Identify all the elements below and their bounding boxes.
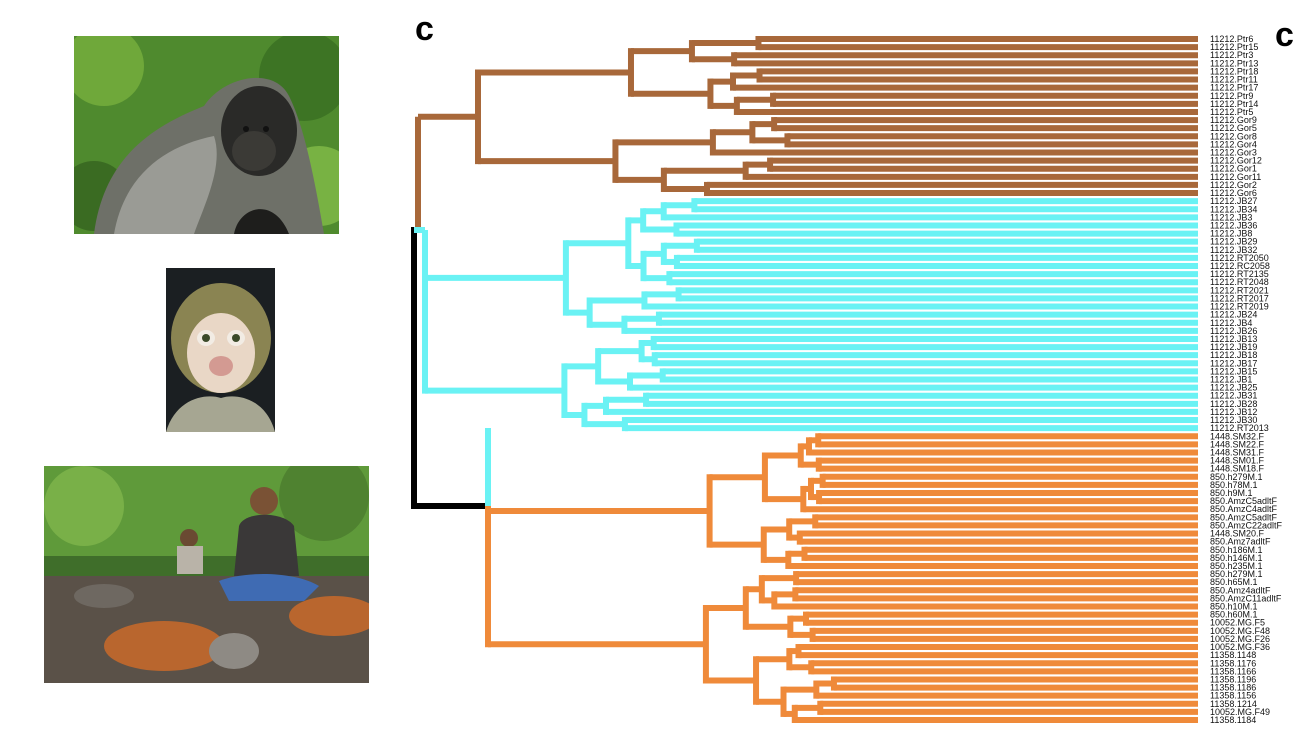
tip-label: 10052.MG.F48	[1210, 626, 1270, 636]
tip-label: 11212.JB3	[1210, 212, 1252, 222]
tip-label: 10052.MG.F49	[1210, 707, 1270, 717]
next-panel-label: c	[1275, 18, 1294, 52]
tip-label: 11212.Ptr14	[1210, 99, 1258, 109]
tip-label: 850.AmzC11adltF	[1210, 593, 1282, 603]
forest-people-photo	[44, 466, 369, 683]
tip-label: 850.h146M.1	[1210, 553, 1263, 563]
tip-label: 1448.SM32.F	[1210, 431, 1265, 441]
gorilla-photo	[74, 36, 339, 234]
tip-label: 850.h78M.1	[1210, 480, 1258, 490]
tip-label: 850.h279M.1	[1210, 569, 1263, 579]
tip-label: 11212.JB36	[1210, 220, 1257, 230]
tip-label: 11212.Gor8	[1210, 131, 1257, 141]
tip-label: 11212.Gor1	[1210, 164, 1257, 174]
tip-label: 11212.JB1	[1210, 375, 1252, 385]
tip-label: 11212.JB29	[1210, 237, 1257, 247]
tip-label: 11212.Gor2	[1210, 180, 1257, 190]
tip-label: 11358.1176	[1210, 658, 1256, 668]
tip-label: 11212.Ptr15	[1210, 42, 1258, 52]
tip-label: 850.AmzC4adltF	[1210, 504, 1278, 514]
tip-label: 11212.RT2048	[1210, 277, 1269, 287]
tip-label: 11212.JB4	[1210, 318, 1252, 328]
tip-label: 850.h9M.1	[1210, 488, 1253, 498]
tip-label: 850.h186M.1	[1210, 545, 1263, 555]
tip-label: 11212.RC2058	[1210, 261, 1270, 271]
tip-label: 11212.JB18	[1210, 350, 1257, 360]
tip-label: 10052.MG.F5	[1210, 618, 1265, 628]
tip-label: 11212.Gor6	[1210, 188, 1257, 198]
tip-label: 11358.1214	[1210, 699, 1257, 709]
tip-label: 850.h60M.1	[1210, 610, 1258, 620]
tip-label: 11358.1196	[1210, 674, 1256, 684]
tip-label: 11212.JB32	[1210, 245, 1257, 255]
tip-label: 10052.MG.F26	[1210, 634, 1270, 644]
tip-label: 11212.JB8	[1210, 229, 1252, 239]
tip-label: 1448.SM22.F	[1210, 439, 1265, 449]
tip-label: 850.Amz4adltF	[1210, 585, 1271, 595]
tip-label: 11212.RT2050	[1210, 253, 1269, 263]
tip-label: 850.h10M.1	[1210, 602, 1258, 612]
tip-label: 1448.SM01.F	[1210, 456, 1265, 466]
tip-label: 11212.Ptr3	[1210, 50, 1253, 60]
tip-label: 11212.Ptr5	[1210, 107, 1253, 117]
tip-label: 850.h235M.1	[1210, 561, 1263, 571]
tip-label: 11212.JB17	[1210, 358, 1257, 368]
macaque-photo	[166, 268, 275, 432]
tip-label: 11212.RT2017	[1210, 293, 1269, 303]
tip-label: 11358.1186	[1210, 683, 1256, 693]
tip-label: 11212.JB26	[1210, 326, 1257, 336]
tip-label: 11212.JB28	[1210, 399, 1257, 409]
tip-label: 11212.RT2019	[1210, 302, 1269, 312]
tip-label: 11212.JB12	[1210, 407, 1257, 417]
tip-label: 11358.1156	[1210, 691, 1256, 701]
tip-label: 11212.Gor3	[1210, 148, 1257, 158]
tip-label: 11358.1166	[1210, 666, 1256, 676]
tip-label: 11212.RT2021	[1210, 285, 1269, 295]
tip-label: 850.AmzC5adltF	[1210, 512, 1278, 522]
panel-label: c	[415, 10, 434, 48]
tip-label: 11212.JB15	[1210, 366, 1257, 376]
tip-label: 11212.JB27	[1210, 196, 1257, 206]
tip-label: 11212.Ptr11	[1210, 75, 1258, 85]
tip-label: 11212.RT2135	[1210, 269, 1269, 279]
tip-label: 11212.JB34	[1210, 204, 1257, 214]
tip-label: 10052.MG.F36	[1210, 642, 1270, 652]
tip-label: 11212.Gor9	[1210, 115, 1257, 125]
tip-label: 11212.JB31	[1210, 391, 1257, 401]
tip-label: 1448.SM31.F	[1210, 447, 1265, 457]
tip-label: 850.h65M.1	[1210, 577, 1258, 587]
tip-label: 11358.1184	[1210, 715, 1256, 725]
tip-label: 11212.Gor11	[1210, 172, 1261, 182]
tip-label: 850.AmzC22adltF	[1210, 520, 1283, 530]
tip-label: 11212.JB24	[1210, 310, 1257, 320]
tip-label: 11212.Ptr17	[1210, 83, 1258, 93]
tip-label: 11212.Ptr9	[1210, 91, 1253, 101]
tip-label: 11212.Gor5	[1210, 123, 1257, 133]
tip-label: 11212.RT2013	[1210, 423, 1269, 433]
tip-label: 11212.JB30	[1210, 415, 1257, 425]
tip-label: 1448.SM18.F	[1210, 464, 1265, 474]
tip-label: 11212.Gor4	[1210, 139, 1257, 149]
tip-label: 11358.1148	[1210, 650, 1256, 660]
tip-label: 11212.JB13	[1210, 334, 1257, 344]
tip-label: 11212.Gor12	[1210, 156, 1262, 166]
tip-label: 11212.JB19	[1210, 342, 1257, 352]
tip-label: 850.Amz7adltF	[1210, 537, 1271, 547]
tip-label: 11212.Ptr6	[1210, 34, 1253, 44]
tip-label: 850.AmzC5adltF	[1210, 496, 1278, 506]
tip-label: 11212.Ptr13	[1210, 58, 1258, 68]
tip-label: 1448.SM20.F	[1210, 529, 1265, 539]
tip-label: 850.h279M.1	[1210, 472, 1263, 482]
tip-label: 11212.Ptr18	[1210, 66, 1258, 76]
tip-label: 11212.JB25	[1210, 383, 1257, 393]
